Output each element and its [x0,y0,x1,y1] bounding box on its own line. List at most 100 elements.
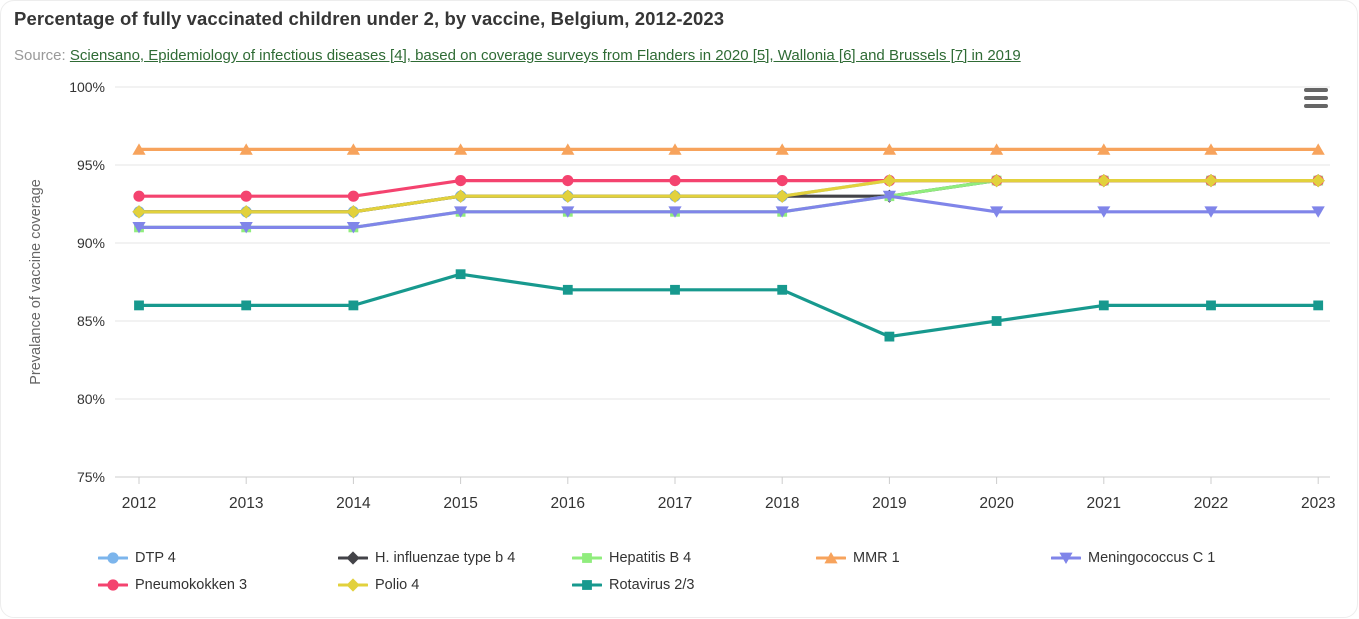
data-point-marker[interactable] [777,284,788,295]
data-point-marker[interactable] [134,300,144,311]
data-point-marker[interactable] [1311,143,1325,155]
data-point-marker[interactable] [133,190,145,202]
data-point-marker[interactable] [562,284,573,295]
x-axis-label: 2017 [658,495,692,512]
data-point-marker[interactable] [1206,300,1216,311]
series-mmr-1 [132,143,1325,155]
data-point-marker[interactable] [346,551,360,565]
data-point-marker[interactable] [775,189,789,203]
data-point-marker[interactable] [991,316,1002,326]
data-point-marker[interactable] [454,143,468,155]
data-point-marker[interactable] [132,205,146,219]
x-axis-label: 2019 [872,495,906,512]
data-point-marker[interactable] [346,205,360,219]
data-point-marker[interactable] [239,205,253,219]
source-link[interactable]: Sciensano, Epidemiology of infectious di… [69,47,1021,64]
legend-item-rotavirus-2-3[interactable]: Rotavirus 2/3 [572,575,694,595]
legend-label: Rotavirus 2/3 [609,577,695,593]
data-point-marker[interactable] [1059,552,1073,564]
legend-item-pneumokokken-3[interactable]: Pneumokokken 3 [98,575,247,595]
legend-marker-diamond-icon [338,578,368,592]
legend-item-hepatitis-b-4[interactable]: Hepatitis B 4 [572,548,691,568]
data-point-marker[interactable] [775,143,789,155]
legend-label: DTP 4 [135,550,176,566]
data-point-marker[interactable] [990,143,1004,155]
legend-marker-diamond-icon [338,551,368,565]
data-point-marker[interactable] [1097,174,1111,188]
data-point-marker[interactable] [132,143,146,155]
legend-label: MMR 1 [853,550,900,566]
data-point-marker[interactable] [1204,206,1218,218]
data-point-marker[interactable] [239,222,253,234]
data-point-marker[interactable] [1313,300,1324,311]
data-point-marker[interactable] [454,206,468,218]
legend-marker-square-icon [572,580,602,590]
data-point-marker[interactable] [668,206,682,218]
data-point-marker[interactable] [562,175,574,187]
data-point-marker[interactable] [561,206,575,218]
data-point-marker[interactable] [775,206,789,218]
data-point-marker[interactable] [1204,174,1218,188]
data-point-marker[interactable] [1098,300,1109,311]
y-axis-label: 90% [77,235,105,251]
legend-marker-triangle-icon [816,552,846,564]
y-axis-label: 85% [77,313,105,329]
data-point-marker[interactable] [347,190,359,202]
source-line: Source: Sciensano, Epidemiology of infec… [14,47,1021,64]
data-point-marker[interactable] [1097,143,1111,155]
series-polio-4 [132,174,1325,219]
x-axis-label: 2015 [443,495,477,512]
data-point-marker[interactable] [1204,143,1218,155]
data-point-marker[interactable] [455,269,466,280]
data-point-marker[interactable] [882,143,896,155]
data-point-marker[interactable] [668,143,682,155]
data-point-marker[interactable] [669,175,681,187]
data-point-marker[interactable] [882,190,896,203]
x-axis-label: 2021 [1087,495,1121,512]
legend-item-meningococcus-c-1[interactable]: Meningococcus C 1 [1051,548,1215,568]
y-axis-label: 100% [69,79,105,95]
data-point-marker[interactable] [1311,206,1325,218]
data-point-marker[interactable] [455,175,467,187]
legend-item-h-influenzae-type-b-4[interactable]: H. influenzae type b 4 [338,548,515,568]
data-point-marker[interactable] [561,189,575,203]
chart-title: Percentage of fully vaccinated children … [14,8,725,29]
data-point-marker[interactable] [346,143,360,155]
data-point-marker[interactable] [882,174,896,188]
data-point-marker[interactable] [1311,174,1325,188]
data-point-marker[interactable] [241,300,252,311]
data-point-marker[interactable] [582,580,592,590]
legend-marker-circle-icon [98,579,128,591]
data-point-marker[interactable] [454,189,468,203]
series-line [137,178,1320,214]
data-point-marker[interactable] [132,222,146,234]
data-point-marker[interactable] [346,578,360,592]
data-point-marker[interactable] [348,300,359,311]
series-line [137,178,1320,198]
data-point-marker[interactable] [240,190,252,202]
data-point-marker[interactable] [884,331,895,342]
data-point-marker[interactable] [582,553,592,563]
legend-item-polio-4[interactable]: Polio 4 [338,575,419,595]
data-point-marker[interactable] [107,552,119,564]
legend-label: Polio 4 [375,577,420,593]
y-axis-label: 95% [77,157,105,173]
data-point-marker[interactable] [776,175,788,187]
data-point-marker[interactable] [670,284,680,295]
data-point-marker[interactable] [107,579,119,591]
data-point-marker[interactable] [346,222,360,234]
data-point-marker[interactable] [239,143,253,155]
data-point-marker[interactable] [561,143,575,155]
x-axis-label: 2018 [765,495,799,512]
hamburger-icon [1304,96,1328,100]
data-point-marker[interactable] [990,174,1004,188]
data-point-marker[interactable] [668,189,682,203]
data-point-marker[interactable] [990,206,1004,218]
legend-label: Pneumokokken 3 [135,577,248,593]
chart-menu-button[interactable] [1302,87,1330,109]
legend-item-mmr-1[interactable]: MMR 1 [816,548,900,568]
data-point-marker[interactable] [1097,206,1111,218]
data-point-marker[interactable] [824,552,838,564]
legend-item-dtp-4[interactable]: DTP 4 [98,548,176,568]
y-axis-title: Prevalance of vaccine coverage [28,179,44,385]
